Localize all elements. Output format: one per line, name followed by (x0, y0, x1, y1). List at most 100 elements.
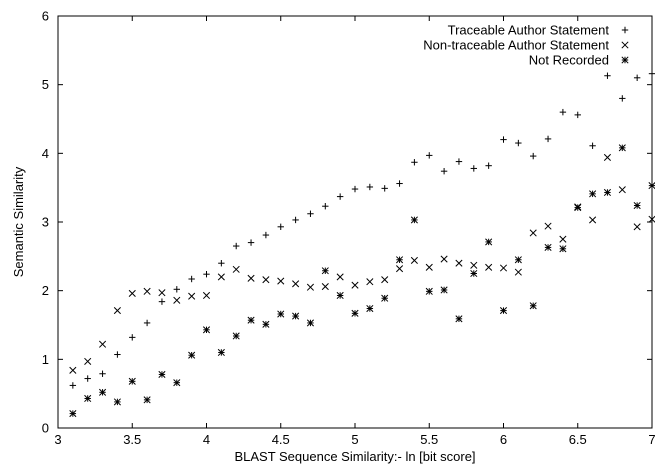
data-point-plus (173, 286, 180, 293)
data-point-star (366, 304, 374, 313)
data-point-star (574, 204, 582, 212)
data-point-plus (515, 139, 522, 147)
data-point-plus (574, 111, 581, 119)
data-point-star (321, 267, 329, 275)
data-point-cross (277, 277, 285, 285)
data-point-cross (306, 283, 315, 291)
data-point-star (84, 394, 92, 403)
y-tick-label: 5 (42, 77, 49, 92)
data-point-cross (321, 282, 329, 291)
data-point-plus (307, 210, 314, 217)
data-point-star (247, 316, 255, 324)
data-point-cross (589, 216, 597, 224)
data-point-cross (618, 186, 626, 194)
data-point-cross (84, 357, 92, 365)
x-tick-label: 5.5 (420, 432, 438, 447)
y-tick-label: 0 (42, 421, 49, 436)
x-tick-label: 6.5 (569, 432, 587, 447)
data-point-cross (128, 289, 136, 297)
data-point-plus (218, 260, 225, 267)
data-point-plus (648, 70, 655, 77)
data-point-star (499, 307, 508, 315)
data-point-star (158, 370, 166, 378)
data-point-cross (69, 366, 77, 374)
data-point-plus (69, 382, 77, 389)
data-point-star (336, 291, 344, 300)
data-point-star (544, 243, 552, 251)
data-point-plus (322, 203, 329, 210)
y-axis: 0 1 2 3 4 5 6 (42, 9, 652, 436)
data-point-plus (262, 231, 270, 239)
data-point-star (440, 286, 448, 294)
data-point-cross (559, 235, 567, 243)
data-point-cross (603, 153, 612, 162)
y-tick-label: 3 (42, 215, 49, 230)
data-point-cross (336, 273, 344, 281)
data-point-plus (292, 216, 299, 224)
data-point-cross (648, 215, 655, 223)
legend-label: Not Recorded (529, 53, 609, 68)
data-point-cross (247, 274, 255, 282)
legend-item: Non-traceable Author Statement (423, 38, 629, 53)
data-point-plus (84, 375, 91, 382)
y-tick-label: 6 (42, 9, 49, 24)
data-point-star (648, 182, 655, 190)
data-point-plus (277, 223, 284, 231)
data-point-star (232, 332, 240, 340)
data-point-star (485, 238, 493, 246)
data-point-plus (589, 142, 596, 149)
data-point-cross (217, 273, 225, 281)
series-plus (69, 70, 655, 389)
data-point-plus (99, 370, 106, 377)
data-point-plus (411, 159, 418, 166)
data-point-cross (485, 263, 493, 271)
data-point-cross (202, 291, 211, 300)
y-tick-label: 1 (42, 352, 49, 367)
data-point-star (306, 319, 315, 327)
data-point-star (618, 144, 626, 152)
data-point-cross (173, 296, 181, 304)
data-point-cross (470, 261, 478, 269)
data-point-plus (233, 242, 240, 250)
data-points (69, 70, 655, 418)
data-point-star (351, 309, 359, 317)
data-point-plus (366, 183, 374, 191)
data-point-plus (114, 351, 121, 358)
data-point-cross (633, 223, 641, 231)
data-point-cross (514, 268, 522, 276)
data-point-plus (381, 185, 388, 192)
data-point-star (559, 245, 567, 253)
y-axis-label: Semantic Similarity (11, 166, 26, 277)
data-point-star (633, 201, 641, 210)
data-point-star (470, 269, 478, 278)
data-point-star (128, 377, 136, 385)
data-point-cross (188, 292, 196, 300)
data-point-plus (559, 108, 567, 116)
legend-item: Traceable Author Statement (448, 23, 629, 38)
data-point-star (143, 396, 151, 404)
data-point-star (202, 326, 211, 334)
data-point-cross (395, 265, 404, 273)
data-point-plus (440, 167, 448, 175)
data-point-plus (470, 165, 477, 172)
data-point-star (425, 287, 433, 295)
data-point-plus (530, 152, 537, 160)
data-point-star (455, 315, 463, 323)
data-point-cross (158, 289, 166, 297)
x-tick-label: 7 (648, 432, 655, 447)
data-point-cross (544, 222, 552, 230)
data-point-star (529, 302, 537, 310)
data-point-star (292, 312, 300, 320)
data-point-plus (455, 158, 463, 165)
data-point-cross (455, 259, 463, 267)
data-point-star (277, 310, 285, 318)
y-tick-label: 2 (42, 283, 49, 298)
data-point-cross (292, 280, 300, 288)
data-point-star (603, 188, 612, 197)
plot-frame (57, 15, 653, 429)
data-point-star (262, 320, 270, 328)
data-point-star (410, 216, 418, 224)
data-point-cross (381, 276, 389, 284)
data-point-cross (425, 263, 433, 271)
